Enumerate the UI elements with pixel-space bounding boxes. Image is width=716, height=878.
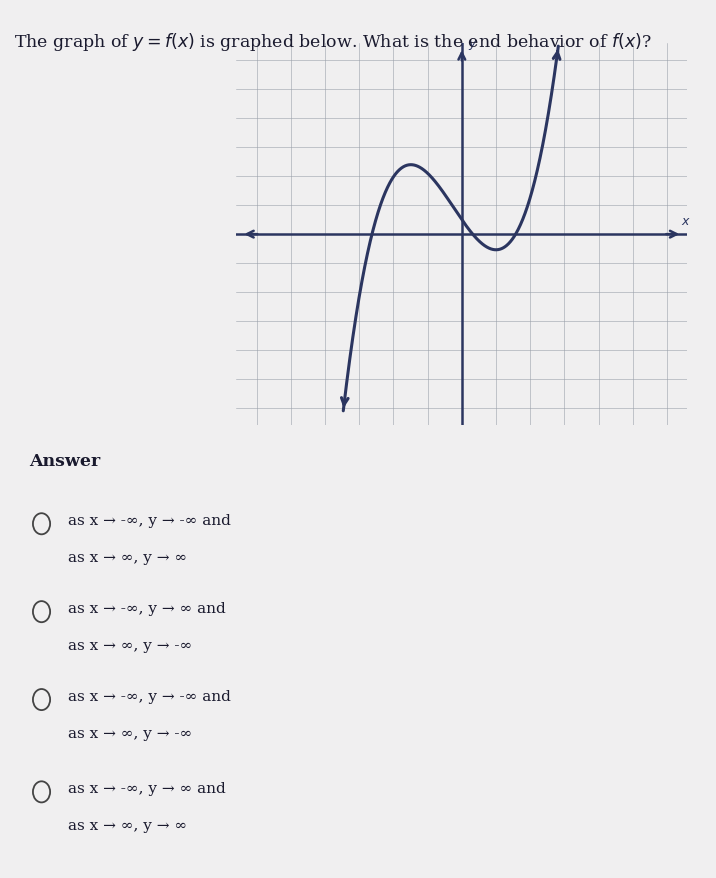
Text: Answer: Answer: [29, 452, 100, 469]
Text: $x$: $x$: [681, 214, 690, 227]
Text: as x → -∞, y → -∞ and: as x → -∞, y → -∞ and: [68, 514, 231, 528]
Text: $y$: $y$: [468, 39, 478, 53]
Text: as x → ∞, y → ∞: as x → ∞, y → ∞: [68, 818, 187, 832]
Text: as x → -∞, y → ∞ and: as x → -∞, y → ∞ and: [68, 601, 226, 615]
Text: as x → ∞, y → ∞: as x → ∞, y → ∞: [68, 551, 187, 565]
Text: as x → ∞, y → -∞: as x → ∞, y → -∞: [68, 726, 193, 740]
Text: The graph of $y = f(x)$ is graphed below. What is the end behavior of $f(x)$?: The graph of $y = f(x)$ is graphed below…: [14, 31, 652, 53]
Text: as x → -∞, y → -∞ and: as x → -∞, y → -∞ and: [68, 689, 231, 703]
Text: as x → ∞, y → -∞: as x → ∞, y → -∞: [68, 638, 193, 652]
Text: as x → -∞, y → ∞ and: as x → -∞, y → ∞ and: [68, 781, 226, 795]
